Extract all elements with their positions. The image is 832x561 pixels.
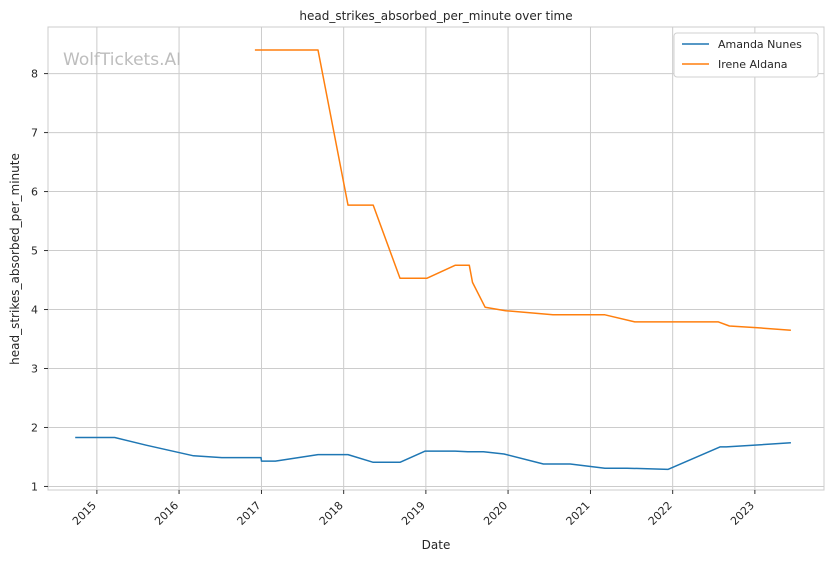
legend-box	[673, 32, 819, 78]
x-axis-label: Date	[422, 538, 451, 552]
x-tick-label: 2018	[317, 499, 346, 528]
y-tick-label: 8	[31, 68, 38, 81]
x-axis-ticks: 2015 2016 2017 2018 2019 2020 2021 2022 2023	[70, 490, 757, 528]
x-tick-label: 2017	[235, 499, 264, 528]
plot-area	[47, 26, 825, 491]
y-axis-ticks: 1 2 3 4 5 6 7 8	[31, 68, 48, 493]
y-tick-label: 1	[31, 480, 38, 493]
x-tick-label: 2016	[152, 499, 181, 528]
legend: Amanda Nunes Irene Aldana	[673, 32, 819, 78]
series-layer	[75, 49, 791, 471]
y-tick-label: 4	[31, 304, 38, 317]
x-tick-label: 2019	[399, 499, 428, 528]
watermark: WolfTickets.AI	[63, 50, 181, 70]
series-line-amanda-nunes	[75, 436, 791, 471]
x-tick-label: 2021	[564, 499, 593, 528]
y-tick-label: 7	[31, 127, 38, 140]
y-tick-label: 2	[31, 421, 38, 434]
x-tick-label: 2015	[70, 499, 99, 528]
y-tick-label: 6	[31, 186, 38, 199]
series-line-irene-aldana	[254, 49, 791, 331]
y-axis-label: head_strikes_absorbed_per_minute	[8, 153, 22, 365]
x-tick-label: 2020	[481, 499, 510, 528]
legend-label-amanda-nunes: Amanda Nunes	[718, 38, 802, 51]
y-tick-label: 5	[31, 245, 38, 258]
y-tick-label: 3	[31, 362, 38, 375]
x-tick-label: 2022	[646, 499, 675, 528]
x-tick-label: 2023	[728, 499, 757, 528]
chart-title: head_strikes_absorbed_per_minute over ti…	[299, 9, 572, 23]
grid-lines	[48, 27, 824, 490]
legend-label-irene-aldana: Irene Aldana	[718, 58, 788, 71]
